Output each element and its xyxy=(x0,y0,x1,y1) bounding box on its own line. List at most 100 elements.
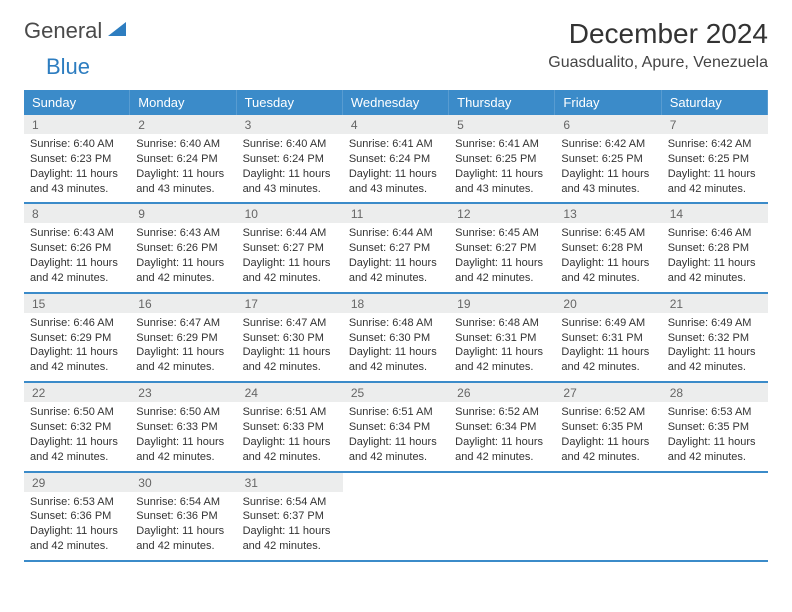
sunset-text: Sunset: 6:31 PM xyxy=(455,331,549,346)
sunset-text: Sunset: 6:36 PM xyxy=(30,509,124,524)
weeks-container: 1Sunrise: 6:40 AMSunset: 6:23 PMDaylight… xyxy=(24,115,768,562)
day-cell: 6Sunrise: 6:42 AMSunset: 6:25 PMDaylight… xyxy=(555,115,661,202)
sunrise-text: Sunrise: 6:54 AM xyxy=(243,495,337,510)
day-number: 20 xyxy=(555,294,661,313)
week-row: 8Sunrise: 6:43 AMSunset: 6:26 PMDaylight… xyxy=(24,204,768,293)
calendar: Sunday Monday Tuesday Wednesday Thursday… xyxy=(24,90,768,562)
sunrise-text: Sunrise: 6:49 AM xyxy=(668,316,762,331)
brand-logo: General xyxy=(24,18,132,44)
day-body: Sunrise: 6:54 AMSunset: 6:36 PMDaylight:… xyxy=(130,495,236,554)
sunrise-text: Sunrise: 6:43 AM xyxy=(30,226,124,241)
day-number: 13 xyxy=(555,204,661,223)
day-number: 21 xyxy=(662,294,768,313)
sunset-text: Sunset: 6:32 PM xyxy=(30,420,124,435)
day-body: Sunrise: 6:50 AMSunset: 6:32 PMDaylight:… xyxy=(24,405,130,464)
day-cell: 9Sunrise: 6:43 AMSunset: 6:26 PMDaylight… xyxy=(130,204,236,291)
daylight-text: Daylight: 11 hours and 42 minutes. xyxy=(455,345,549,375)
sunrise-text: Sunrise: 6:46 AM xyxy=(30,316,124,331)
sunset-text: Sunset: 6:28 PM xyxy=(668,241,762,256)
sunrise-text: Sunrise: 6:43 AM xyxy=(136,226,230,241)
sunset-text: Sunset: 6:27 PM xyxy=(349,241,443,256)
daylight-text: Daylight: 11 hours and 43 minutes. xyxy=(561,167,655,197)
day-cell: 20Sunrise: 6:49 AMSunset: 6:31 PMDayligh… xyxy=(555,294,661,381)
day-number: 17 xyxy=(237,294,343,313)
daylight-text: Daylight: 11 hours and 42 minutes. xyxy=(136,435,230,465)
month-title: December 2024 xyxy=(548,18,768,50)
day-number: 14 xyxy=(662,204,768,223)
day-cell: 24 Sunrise: 6:51 AMSunset: 6:33 PMDayligh… xyxy=(237,383,343,470)
day-number: 22 xyxy=(24,383,130,402)
location-text: Guasdualito, Apure, Venezuela xyxy=(548,54,768,72)
day-cell: 13Sunrise: 6:45 AMSunset: 6:28 PMDayligh… xyxy=(555,204,661,291)
daylight-text: Daylight: 11 hours and 42 minutes. xyxy=(455,256,549,286)
day-cell: 14 Sunrise: 6:46 AMSunset: 6:28 PMDayligh… xyxy=(662,204,768,291)
day-cell: 23Sunrise: 6:50 AMSunset: 6:33 PMDayligh… xyxy=(130,383,236,470)
sunset-text: Sunset: 6:24 PM xyxy=(243,152,337,167)
day-body: Sunrise: 6:54 AMSunset: 6:37 PMDaylight:… xyxy=(237,495,343,554)
sunrise-text: Sunrise: 6:47 AM xyxy=(136,316,230,331)
sunrise-text: Sunrise: 6:44 AM xyxy=(349,226,443,241)
weekday-header: Sunday xyxy=(24,90,130,115)
daylight-text: Daylight: 11 hours and 42 minutes. xyxy=(243,435,337,465)
day-cell xyxy=(343,473,449,560)
sunset-text: Sunset: 6:27 PM xyxy=(455,241,549,256)
sunrise-text: Sunrise: 6:51 AM xyxy=(243,405,337,420)
day-cell: 26Sunrise: 6:52 AMSunset: 6:34 PMDayligh… xyxy=(449,383,555,470)
sunset-text: Sunset: 6:25 PM xyxy=(668,152,762,167)
day-body: Sunrise: 6:42 AMSunset: 6:25 PMDaylight:… xyxy=(662,137,768,196)
day-cell: 19Sunrise: 6:48 AMSunset: 6:31 PMDayligh… xyxy=(449,294,555,381)
daylight-text: Daylight: 11 hours and 43 minutes. xyxy=(349,167,443,197)
sunset-text: Sunset: 6:23 PM xyxy=(30,152,124,167)
day-body: Sunrise: 6:46 AMSunset: 6:29 PMDaylight:… xyxy=(24,316,130,375)
sunset-text: Sunset: 6:32 PM xyxy=(668,331,762,346)
day-cell: 25Sunrise: 6:51 AMSunset: 6:34 PMDayligh… xyxy=(343,383,449,470)
sunrise-text: Sunrise: 6:40 AM xyxy=(243,137,337,152)
sunset-text: Sunset: 6:25 PM xyxy=(561,152,655,167)
day-cell: 27Sunrise: 6:52 AMSunset: 6:35 PMDayligh… xyxy=(555,383,661,470)
day-cell: 31 Sunrise: 6:54 AMSunset: 6:37 PMDayligh… xyxy=(237,473,343,560)
daylight-text: Daylight: 11 hours and 42 minutes. xyxy=(30,256,124,286)
day-body: Sunrise: 6:49 AMSunset: 6:32 PMDaylight:… xyxy=(662,316,768,375)
sunrise-text: Sunrise: 6:40 AM xyxy=(30,137,124,152)
day-number: 19 xyxy=(449,294,555,313)
day-body: Sunrise: 6:45 AMSunset: 6:27 PMDaylight:… xyxy=(449,226,555,285)
day-number: 18 xyxy=(343,294,449,313)
day-body: Sunrise: 6:46 AMSunset: 6:28 PMDaylight:… xyxy=(662,226,768,285)
weekday-header: Thursday xyxy=(449,90,555,115)
daylight-text: Daylight: 11 hours and 42 minutes. xyxy=(136,345,230,375)
title-block: December 2024 Guasdualito, Apure, Venezu… xyxy=(548,18,768,72)
day-body: Sunrise: 6:50 AMSunset: 6:33 PMDaylight:… xyxy=(130,405,236,464)
day-cell: 29Sunrise: 6:53 AMSunset: 6:36 PMDayligh… xyxy=(24,473,130,560)
day-body: Sunrise: 6:51 AMSunset: 6:33 PMDaylight:… xyxy=(237,405,343,464)
daylight-text: Daylight: 11 hours and 42 minutes. xyxy=(243,524,337,554)
sunset-text: Sunset: 6:29 PM xyxy=(30,331,124,346)
sunrise-text: Sunrise: 6:51 AM xyxy=(349,405,443,420)
week-row: 22 Sunrise: 6:50 AMSunset: 6:32 PMDayligh… xyxy=(24,383,768,472)
day-cell: 21 Sunrise: 6:49 AMSunset: 6:32 PMDayligh… xyxy=(662,294,768,381)
daylight-text: Daylight: 11 hours and 42 minutes. xyxy=(349,345,443,375)
sunrise-text: Sunrise: 6:42 AM xyxy=(561,137,655,152)
sunset-text: Sunset: 6:30 PM xyxy=(243,331,337,346)
sunrise-text: Sunrise: 6:54 AM xyxy=(136,495,230,510)
day-number: 27 xyxy=(555,383,661,402)
sunset-text: Sunset: 6:29 PM xyxy=(136,331,230,346)
sunset-text: Sunset: 6:33 PM xyxy=(243,420,337,435)
day-number: 2 xyxy=(130,115,236,134)
day-body: Sunrise: 6:40 AMSunset: 6:24 PMDaylight:… xyxy=(130,137,236,196)
day-number: 24 xyxy=(237,383,343,402)
sunrise-text: Sunrise: 6:52 AM xyxy=(455,405,549,420)
sunrise-text: Sunrise: 6:41 AM xyxy=(349,137,443,152)
weekday-header: Monday xyxy=(130,90,236,115)
logo-sail-icon xyxy=(106,18,128,44)
day-cell: 12Sunrise: 6:45 AMSunset: 6:27 PMDayligh… xyxy=(449,204,555,291)
sunset-text: Sunset: 6:28 PM xyxy=(561,241,655,256)
day-number: 8 xyxy=(24,204,130,223)
daylight-text: Daylight: 11 hours and 42 minutes. xyxy=(136,256,230,286)
daylight-text: Daylight: 11 hours and 42 minutes. xyxy=(136,524,230,554)
sunrise-text: Sunrise: 6:53 AM xyxy=(30,495,124,510)
day-cell: 15Sunrise: 6:46 AMSunset: 6:29 PMDayligh… xyxy=(24,294,130,381)
day-number: 29 xyxy=(24,473,130,492)
day-number: 31 xyxy=(237,473,343,492)
day-number: 4 xyxy=(343,115,449,134)
day-cell: 10Sunrise: 6:44 AMSunset: 6:27 PMDayligh… xyxy=(237,204,343,291)
